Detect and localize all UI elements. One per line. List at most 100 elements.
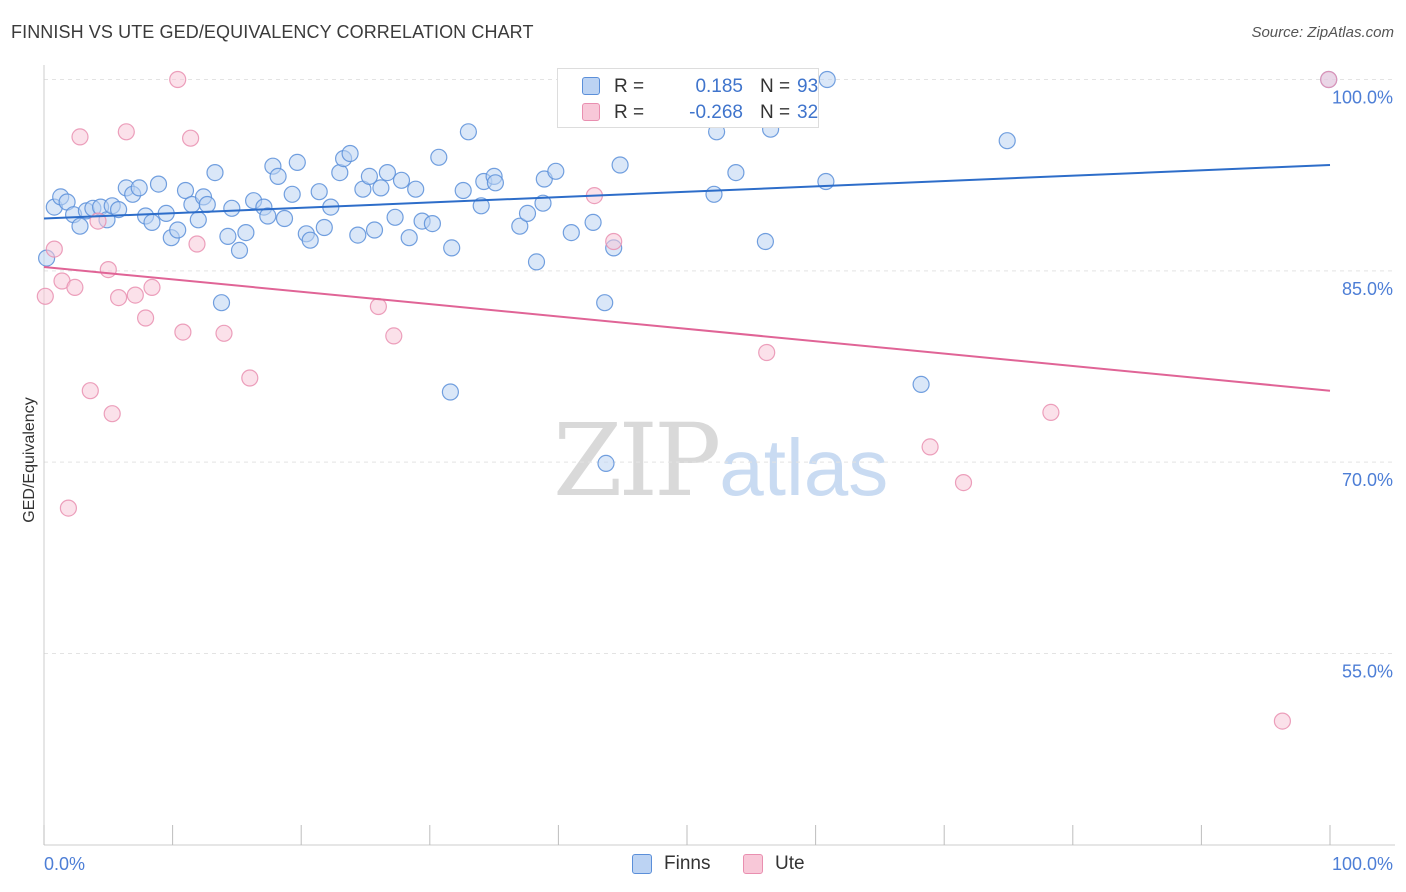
ute-point-14 [143, 278, 161, 296]
legend-swatch-finns [582, 77, 600, 95]
finns-point-81 [611, 156, 629, 174]
finns-point-60 [430, 148, 448, 166]
finns-point-82 [705, 185, 723, 203]
finns-point-31 [237, 224, 255, 242]
ute-point-25 [605, 232, 623, 251]
finns-point-78 [596, 294, 614, 312]
finns-point-26 [206, 164, 224, 182]
ute-point-31 [1273, 712, 1292, 730]
grid-layer [44, 79, 1395, 654]
ute-point-6 [81, 382, 99, 400]
ute-point-3 [59, 499, 78, 517]
finns-point-21 [176, 181, 195, 200]
finns-point-56 [400, 229, 418, 247]
legend-r-value: 0.185 [695, 76, 743, 97]
tick-label-layer: 100.0% 85.0% 70.0% 55.0% 0.0% 100.0% [44, 88, 1393, 875]
ute-point-16 [174, 323, 192, 341]
points-layer [36, 70, 1338, 730]
ute-point-20 [241, 369, 259, 387]
finns-point-74 [547, 162, 565, 180]
finns-point-75 [562, 224, 580, 242]
finns-point-63 [454, 181, 472, 200]
legend-n-value: 93 [797, 76, 819, 97]
ute-point-19 [215, 324, 233, 342]
finns-point-52 [372, 179, 390, 197]
stats-legend: R = 0.185 N = 93 R = -0.268 N = 32 [557, 68, 819, 128]
ute-point-4 [66, 278, 84, 296]
x-tick-label-100: 100.0% [1332, 854, 1393, 874]
finns-point-71 [527, 253, 546, 271]
legend-n-value: 32 [797, 102, 819, 123]
finns-point-61 [443, 239, 461, 257]
y-tick-label-70: 70.0% [1342, 470, 1393, 490]
finns-point-20 [169, 221, 187, 239]
finns-trend-line [43, 163, 1331, 220]
finns-point-37 [275, 209, 294, 228]
finns-point-36 [269, 167, 287, 185]
legend-swatch-ute [582, 103, 600, 121]
bottom-legend-swatch-ute [743, 854, 763, 874]
finns-point-16 [143, 213, 161, 231]
finns-point-53 [378, 164, 396, 182]
ute-point-29 [954, 474, 973, 492]
legend-r-value: -0.268 [689, 102, 743, 123]
finns-point-89 [818, 70, 836, 89]
ute-point-17 [182, 129, 200, 147]
finns-point-59 [423, 215, 441, 233]
y-tick-label-100: 100.0% [1332, 88, 1393, 108]
x-tick-label-0: 0.0% [44, 854, 85, 874]
ute-point-28 [921, 438, 939, 456]
y-tick-label-85: 85.0% [1342, 279, 1393, 299]
axis-layer [43, 65, 1395, 846]
ute-point-5 [71, 128, 89, 146]
finns-point-17 [149, 175, 168, 193]
chart-title: FINNISH VS UTE GED/EQUIVALENCY CORRELATI… [11, 22, 534, 42]
ute-point-15 [169, 70, 187, 89]
finns-point-50 [360, 167, 378, 185]
finns-point-38 [283, 185, 301, 203]
finns-point-57 [407, 180, 425, 198]
finns-point-79 [597, 454, 615, 472]
ute-point-1 [45, 240, 63, 258]
finns-point-54 [386, 208, 404, 226]
y-tick-label-55: 55.0% [1342, 662, 1393, 682]
finns-point-39 [288, 153, 306, 171]
finns-point-25 [198, 195, 216, 214]
legend-n-label: N = [760, 76, 791, 97]
legend-r-label: R = [614, 102, 645, 123]
legend-r-label: R = [614, 76, 645, 97]
ute-point-8 [99, 261, 117, 279]
ute-point-9 [103, 405, 121, 423]
finns-point-51 [365, 221, 384, 239]
finns-point-41 [301, 231, 319, 249]
finns-point-68 [486, 174, 504, 192]
ute-point-18 [188, 235, 206, 253]
finns-point-29 [223, 199, 241, 217]
finns-point-5 [71, 217, 89, 235]
finns-point-64 [459, 123, 477, 141]
ute-point-32 [1320, 70, 1338, 89]
source-attribution: Source: ZipAtlas.com [1251, 24, 1394, 41]
bottom-legend-label-finns: Finns [664, 853, 711, 874]
ute-point-13 [137, 309, 155, 327]
finns-point-91 [912, 375, 930, 393]
finns-point-47 [341, 144, 359, 163]
finns-point-65 [472, 197, 490, 215]
finns-point-55 [392, 171, 411, 189]
ute-point-27 [758, 343, 776, 362]
finns-point-23 [189, 211, 207, 229]
finns-point-30 [230, 241, 249, 259]
finns-point-69 [511, 217, 529, 235]
ute-point-11 [117, 123, 135, 141]
bottom-legend-label-ute: Ute [775, 853, 805, 874]
legend-n-label: N = [760, 102, 791, 123]
ute-point-22 [385, 327, 403, 345]
finns-point-87 [756, 232, 775, 251]
finns-point-70 [518, 204, 537, 222]
ute-point-10 [109, 289, 128, 307]
finns-point-14 [130, 179, 148, 197]
finns-point-85 [727, 164, 745, 182]
bottom-legend-swatch-finns [632, 854, 652, 874]
finns-point-48 [349, 226, 367, 244]
